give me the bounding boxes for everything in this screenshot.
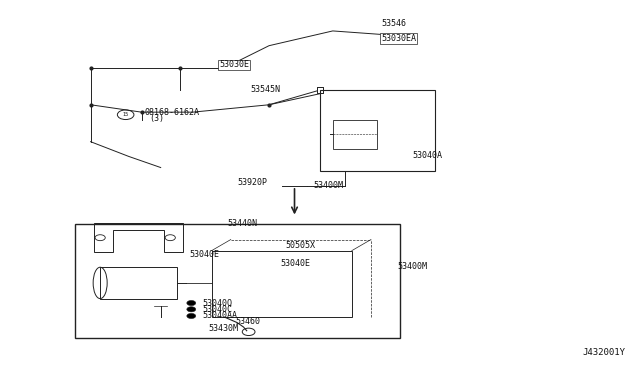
Bar bbox=[100, 267, 177, 299]
Circle shape bbox=[165, 235, 175, 241]
Text: 53460: 53460 bbox=[236, 317, 261, 326]
Text: 53400M: 53400M bbox=[314, 182, 344, 190]
Text: 53040E: 53040E bbox=[189, 250, 220, 259]
Text: 53546: 53546 bbox=[381, 19, 406, 28]
Circle shape bbox=[187, 313, 196, 318]
Text: 53030EA: 53030EA bbox=[381, 34, 416, 43]
Text: 53400M: 53400M bbox=[397, 262, 428, 270]
Text: 53430M: 53430M bbox=[209, 324, 239, 333]
Text: 53040E: 53040E bbox=[280, 259, 310, 268]
Text: 50505X: 50505X bbox=[285, 241, 315, 250]
Text: 53040Q: 53040Q bbox=[202, 299, 232, 308]
Text: 53040A: 53040A bbox=[412, 151, 442, 160]
Circle shape bbox=[95, 235, 105, 241]
Text: 53545N: 53545N bbox=[250, 85, 280, 94]
Text: 53040AA: 53040AA bbox=[202, 311, 237, 320]
Text: 08168-6162A: 08168-6162A bbox=[145, 108, 200, 117]
Text: 15: 15 bbox=[122, 112, 129, 117]
Text: (3): (3) bbox=[149, 114, 164, 123]
Bar bbox=[75, 224, 399, 338]
Text: 53920P: 53920P bbox=[237, 178, 267, 187]
Text: 53040C: 53040C bbox=[202, 305, 232, 314]
Text: J432001Y: J432001Y bbox=[583, 347, 626, 357]
Text: 53440N: 53440N bbox=[228, 219, 258, 228]
Circle shape bbox=[187, 307, 196, 312]
Circle shape bbox=[187, 301, 196, 306]
Text: 53030E: 53030E bbox=[219, 60, 249, 70]
